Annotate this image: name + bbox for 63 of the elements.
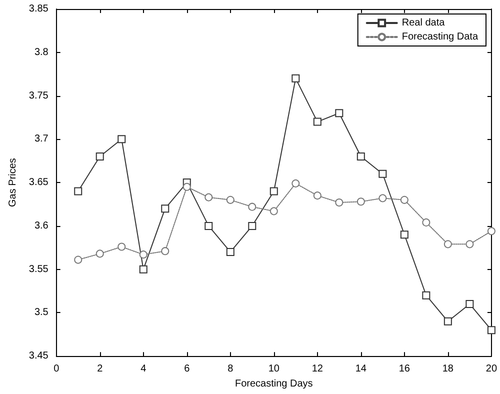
x-tick-label: 2 [97, 364, 104, 375]
point [226, 196, 234, 204]
point [270, 187, 278, 196]
point [466, 240, 474, 248]
y-tick-label: 3.5 [34, 307, 49, 318]
y-axis-title: Gas Prices [8, 158, 18, 208]
point [248, 222, 256, 230]
legend-label: Forecasting Data [402, 32, 478, 42]
legend-label: Real data [402, 18, 446, 28]
y-tick-label: 3.45 [28, 350, 49, 362]
x-tick-label: 20 [486, 364, 498, 375]
point [313, 192, 322, 200]
point [182, 182, 191, 191]
point [118, 242, 126, 251]
point [487, 227, 496, 236]
point [74, 187, 82, 196]
point [204, 222, 213, 230]
point [139, 265, 148, 274]
point [292, 74, 300, 82]
point [356, 198, 365, 206]
point [422, 291, 430, 300]
point [96, 152, 104, 161]
point [248, 202, 256, 211]
y-tick-label: 3.55 [28, 264, 49, 275]
y-tick-label: 3.75 [28, 90, 49, 102]
y-tick-label: 3.65 [28, 177, 49, 188]
x-tick-label: 12 [312, 364, 324, 375]
point [74, 256, 82, 264]
x-tick-label: 10 [268, 364, 280, 375]
point [356, 152, 365, 161]
y-tick-label: 3.6 [34, 220, 49, 232]
x-tick-label: 4 [140, 364, 147, 375]
point [378, 170, 387, 178]
point [400, 230, 408, 239]
y-tick-label: 3.7 [34, 134, 49, 145]
point [400, 196, 408, 204]
point [335, 109, 344, 118]
point [204, 193, 213, 202]
point [313, 118, 322, 126]
point [161, 247, 170, 256]
x-tick-label: 6 [184, 364, 190, 375]
x-tick-label: 14 [355, 364, 367, 375]
point [292, 179, 300, 188]
point [444, 317, 452, 326]
point [466, 300, 474, 308]
x-axis-title: Forecasting Days [234, 378, 313, 390]
x-tick-label: 8 [228, 364, 234, 375]
point [139, 250, 148, 259]
point [161, 204, 170, 213]
point [270, 207, 278, 216]
point [226, 248, 234, 256]
point [487, 326, 496, 334]
y-tick-label: 3.8 [34, 46, 49, 58]
point [335, 198, 344, 207]
point [378, 194, 387, 202]
y-tick-label: 3.85 [28, 4, 49, 14]
point [444, 240, 452, 248]
x-tick-label: 0 [54, 364, 60, 375]
point [96, 250, 104, 258]
point [118, 135, 126, 144]
x-tick-label: 18 [442, 364, 454, 375]
point [422, 218, 430, 226]
x-tick-label: 16 [398, 364, 410, 375]
